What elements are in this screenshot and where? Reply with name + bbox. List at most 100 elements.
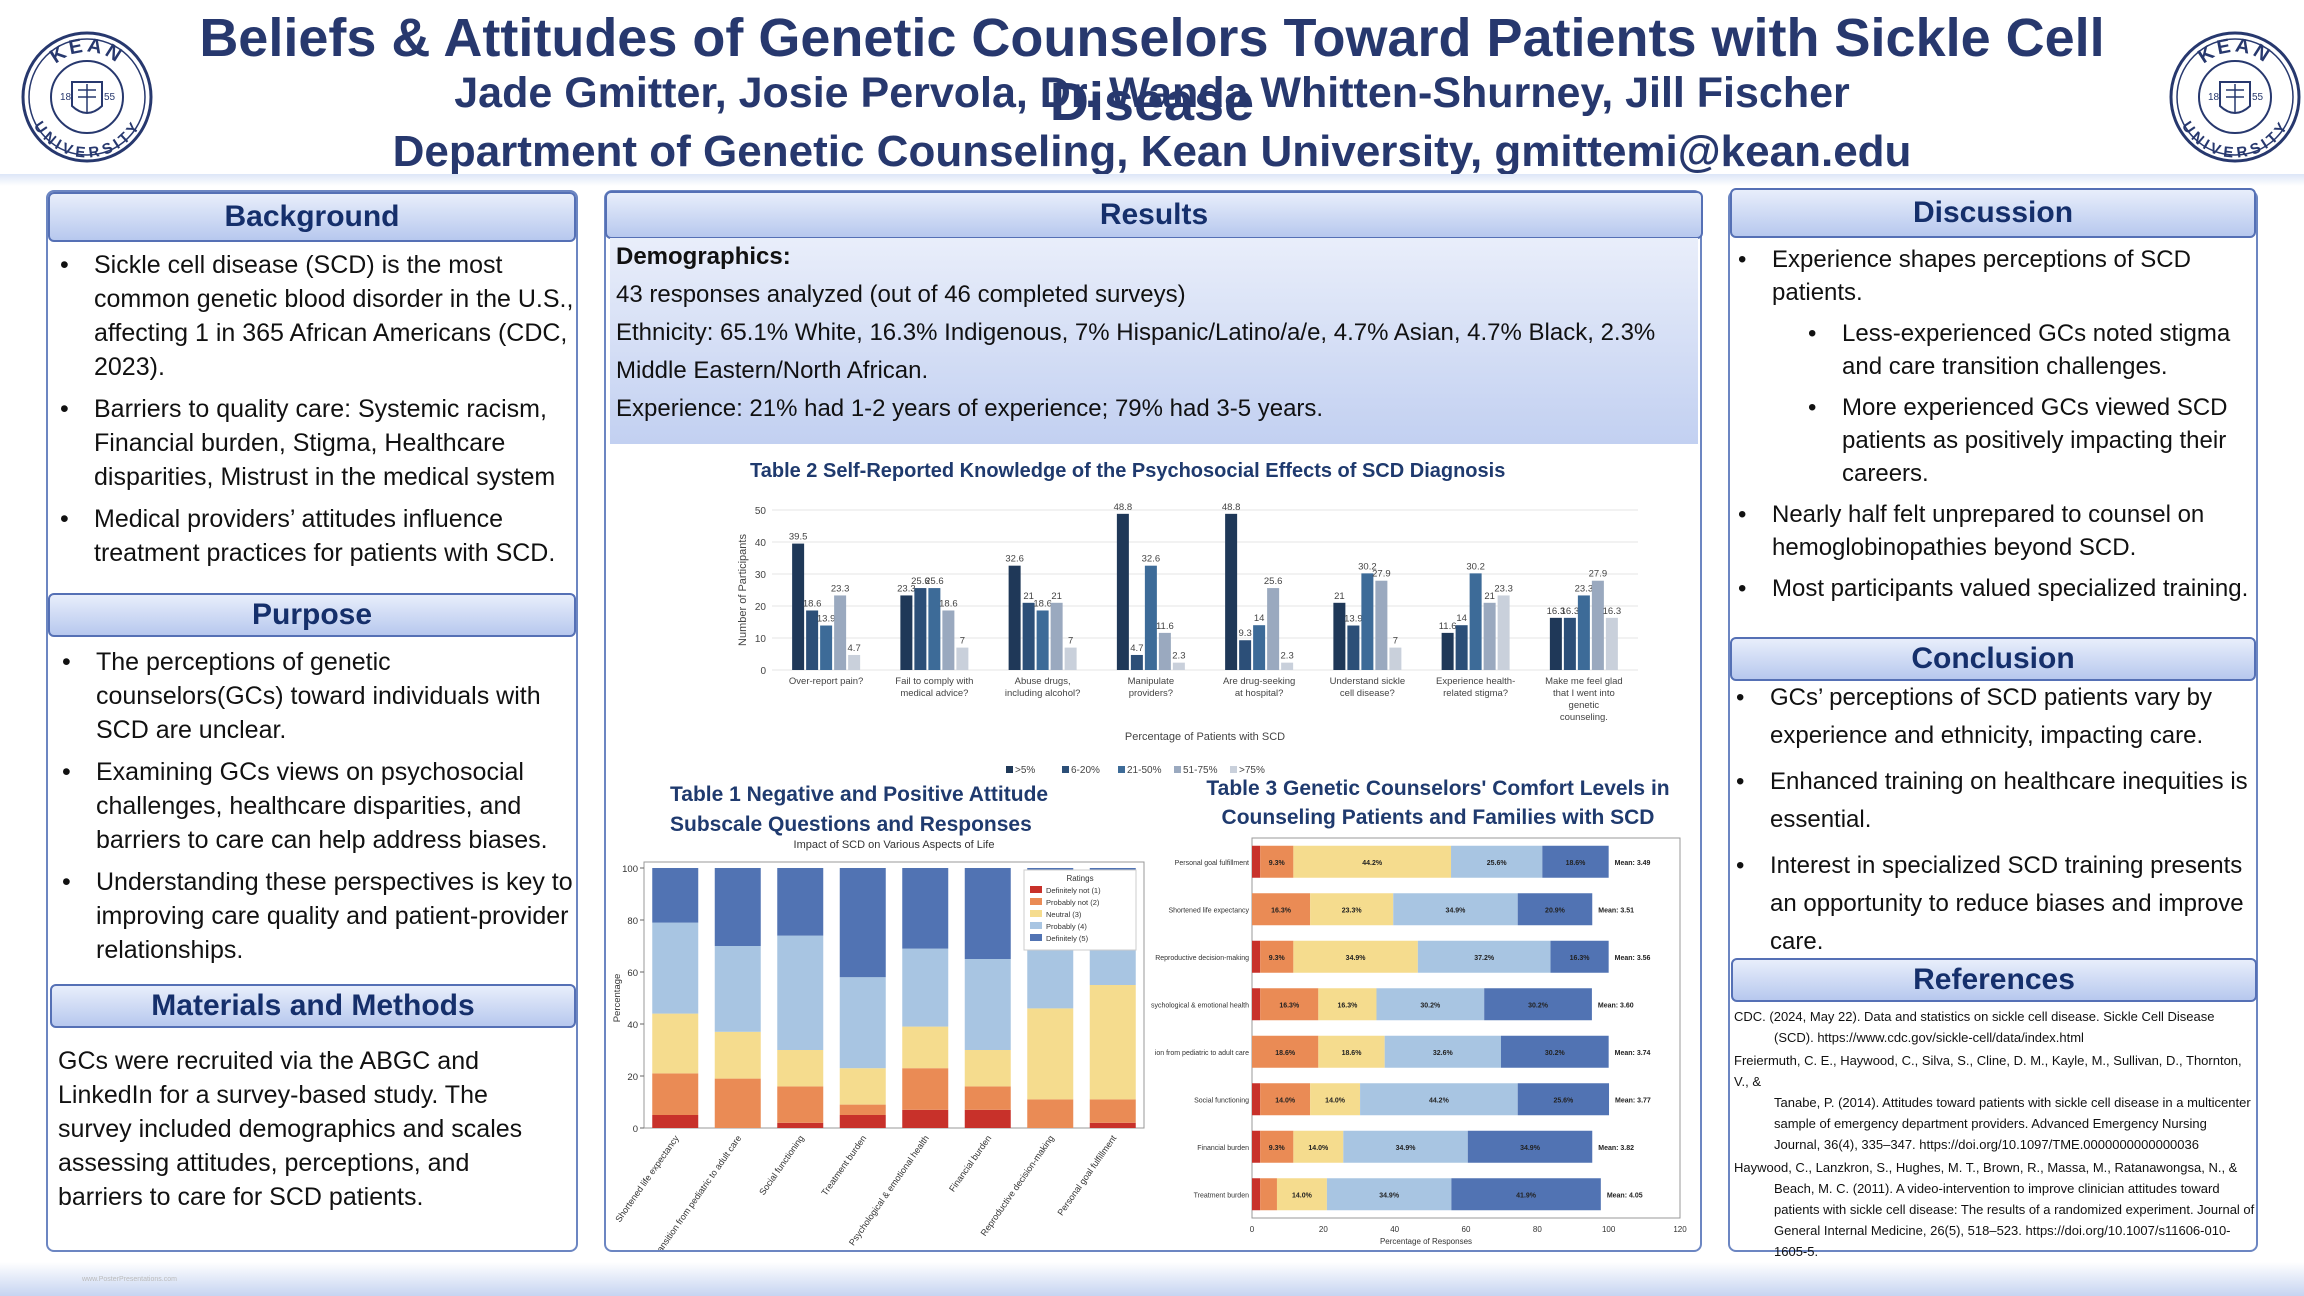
authors: Jade Gmitter, Josie Pervola, Dr. Wanda W… bbox=[454, 69, 1850, 117]
x-axis-label: Percentage of Patients with SCD bbox=[1125, 731, 1285, 743]
reference-item: CDC. (2024, May 22). Data and statistics… bbox=[1734, 1009, 2215, 1045]
list-item: Less-experienced GCs noted stigma and ca… bbox=[1802, 317, 2254, 383]
demographics-line: Ethnicity: 65.1% White, 16.3% Indigenous… bbox=[616, 319, 1656, 384]
data-label: 34.9% bbox=[1446, 907, 1467, 914]
bar bbox=[1497, 595, 1510, 670]
bar-segment bbox=[964, 1109, 1011, 1128]
y-tick-label: sychological & emotional health bbox=[1151, 1002, 1249, 1009]
list-item: More experienced GCs viewed SCD patients… bbox=[1802, 391, 2254, 490]
x-tick-label: Personal goal fulfillment bbox=[1055, 1133, 1118, 1217]
bar-segment bbox=[839, 1068, 886, 1105]
bar-segment bbox=[1467, 1130, 1593, 1163]
bar-segment bbox=[1293, 1130, 1344, 1163]
legend-box bbox=[1023, 869, 1137, 951]
data-label: 48.8 bbox=[1222, 502, 1241, 513]
bar-segment bbox=[1500, 1035, 1609, 1068]
bar-segment bbox=[1318, 988, 1377, 1021]
y-tick-label: Personal goal fulfillment bbox=[1175, 860, 1249, 867]
x-tick-label: counseling. bbox=[1560, 712, 1608, 723]
bar-segment bbox=[1293, 940, 1418, 973]
table2-chart: 0 10 20 30 40 50 Number of Participants 39.5 18.… bbox=[737, 502, 1638, 776]
bar bbox=[1130, 654, 1143, 670]
y-tick-label: 80 bbox=[627, 916, 638, 927]
data-label: 13.9 bbox=[1344, 614, 1363, 625]
bar bbox=[848, 654, 861, 670]
y-axis-label: Number of Participants bbox=[737, 534, 749, 646]
demographics-box: Demographics: 43 responses analyzed (out… bbox=[610, 238, 1698, 444]
data-label: 30.2 bbox=[1466, 561, 1485, 572]
bar-segment bbox=[964, 959, 1011, 1050]
mean-label: Mean: 3.74 bbox=[1615, 1050, 1651, 1057]
bar-segment bbox=[1360, 1083, 1518, 1116]
bar-segment bbox=[839, 1115, 886, 1128]
bar-segment bbox=[714, 1031, 761, 1079]
bar-segment bbox=[1542, 845, 1609, 878]
bar-segment bbox=[902, 868, 949, 949]
data-label: 14 bbox=[1254, 613, 1265, 624]
bar-segment bbox=[1318, 1035, 1385, 1068]
bar bbox=[1333, 602, 1346, 670]
data-label: 13.9 bbox=[817, 614, 836, 625]
bar-segment bbox=[1027, 1099, 1074, 1128]
bar bbox=[1158, 632, 1171, 670]
data-label: 14.0% bbox=[1325, 1097, 1346, 1104]
bar-segment bbox=[1451, 845, 1543, 878]
bar bbox=[914, 588, 927, 670]
x-tick-label: 80 bbox=[1533, 1225, 1542, 1234]
x-tick-label: 120 bbox=[1673, 1225, 1687, 1234]
bar bbox=[900, 595, 913, 670]
x-tick-label: related stigma? bbox=[1443, 688, 1508, 699]
data-label: 25.6% bbox=[1487, 860, 1508, 867]
data-label: 18.6 bbox=[1033, 598, 1052, 609]
data-label: 23.3% bbox=[1342, 907, 1363, 914]
bar-segment bbox=[902, 948, 949, 1027]
svg-text:18: 18 bbox=[60, 92, 72, 103]
x-tick-label: 0 bbox=[1250, 1225, 1255, 1234]
conclusion-body: GCs’ perceptions of SCD patients vary by… bbox=[1730, 679, 2256, 969]
data-label: 32.6% bbox=[1433, 1050, 1454, 1057]
bar bbox=[1577, 595, 1590, 670]
bar-segment bbox=[1260, 1130, 1294, 1163]
y-tick-label: 0 bbox=[760, 666, 766, 677]
table1-title: Table 1 Negative and Positive Attitude S… bbox=[670, 783, 1049, 836]
bar bbox=[1375, 580, 1388, 670]
bar-segment bbox=[1550, 940, 1609, 973]
data-label: 44.2% bbox=[1362, 860, 1383, 867]
data-label: 2.3 bbox=[1172, 651, 1185, 662]
table3-title: Table 3 Genetic Counselors' Comfort Leve… bbox=[1206, 777, 1670, 829]
data-label: 16.3% bbox=[1271, 907, 1292, 914]
data-label: 2.3 bbox=[1281, 651, 1294, 662]
plot-frame bbox=[643, 861, 1145, 1129]
data-label: 7 bbox=[1068, 636, 1073, 647]
y-tick-label: Social functioning bbox=[1194, 1097, 1249, 1104]
svg-text:18: 18 bbox=[2208, 92, 2220, 103]
list-item: Nearly half felt unprepared to counsel o… bbox=[1732, 498, 2254, 564]
bar bbox=[1361, 573, 1374, 670]
data-label: 9.3% bbox=[1269, 955, 1286, 962]
table2-title: Table 2 Self-Reported Knowledge of the P… bbox=[750, 460, 1506, 482]
legend-label: >5% bbox=[1015, 765, 1035, 776]
legend-swatch bbox=[1230, 766, 1237, 773]
legend-swatch bbox=[1062, 766, 1069, 773]
data-label: 27.9 bbox=[1589, 569, 1608, 580]
plot-frame bbox=[1251, 837, 1681, 1219]
bar bbox=[820, 625, 833, 670]
x-tick-label: 60 bbox=[1462, 1225, 1471, 1234]
list-item: Interest in specialized SCD training pre… bbox=[1730, 847, 2256, 961]
bar bbox=[1605, 617, 1618, 670]
y-tick-label: 30 bbox=[755, 570, 767, 581]
bar bbox=[1389, 647, 1402, 670]
list-item: Enhanced training on healthcare inequiti… bbox=[1730, 763, 2256, 839]
list-item: The perceptions of genetic counselors(GC… bbox=[56, 645, 576, 747]
references-heading: References bbox=[1731, 958, 2257, 1002]
bar bbox=[1172, 662, 1185, 670]
bar-segment bbox=[902, 1068, 949, 1110]
y-tick-label: Financial burden bbox=[1197, 1145, 1249, 1152]
list-item: Examining GCs views on psychosocial chal… bbox=[56, 755, 576, 857]
purpose-heading: Purpose bbox=[48, 593, 576, 637]
data-label: 30.2 bbox=[1358, 561, 1377, 572]
legend-label: 6-20% bbox=[1071, 765, 1100, 776]
data-label: 7 bbox=[1393, 636, 1398, 647]
legend-label: Probably not (2) bbox=[1046, 898, 1100, 907]
bar bbox=[1022, 602, 1035, 670]
